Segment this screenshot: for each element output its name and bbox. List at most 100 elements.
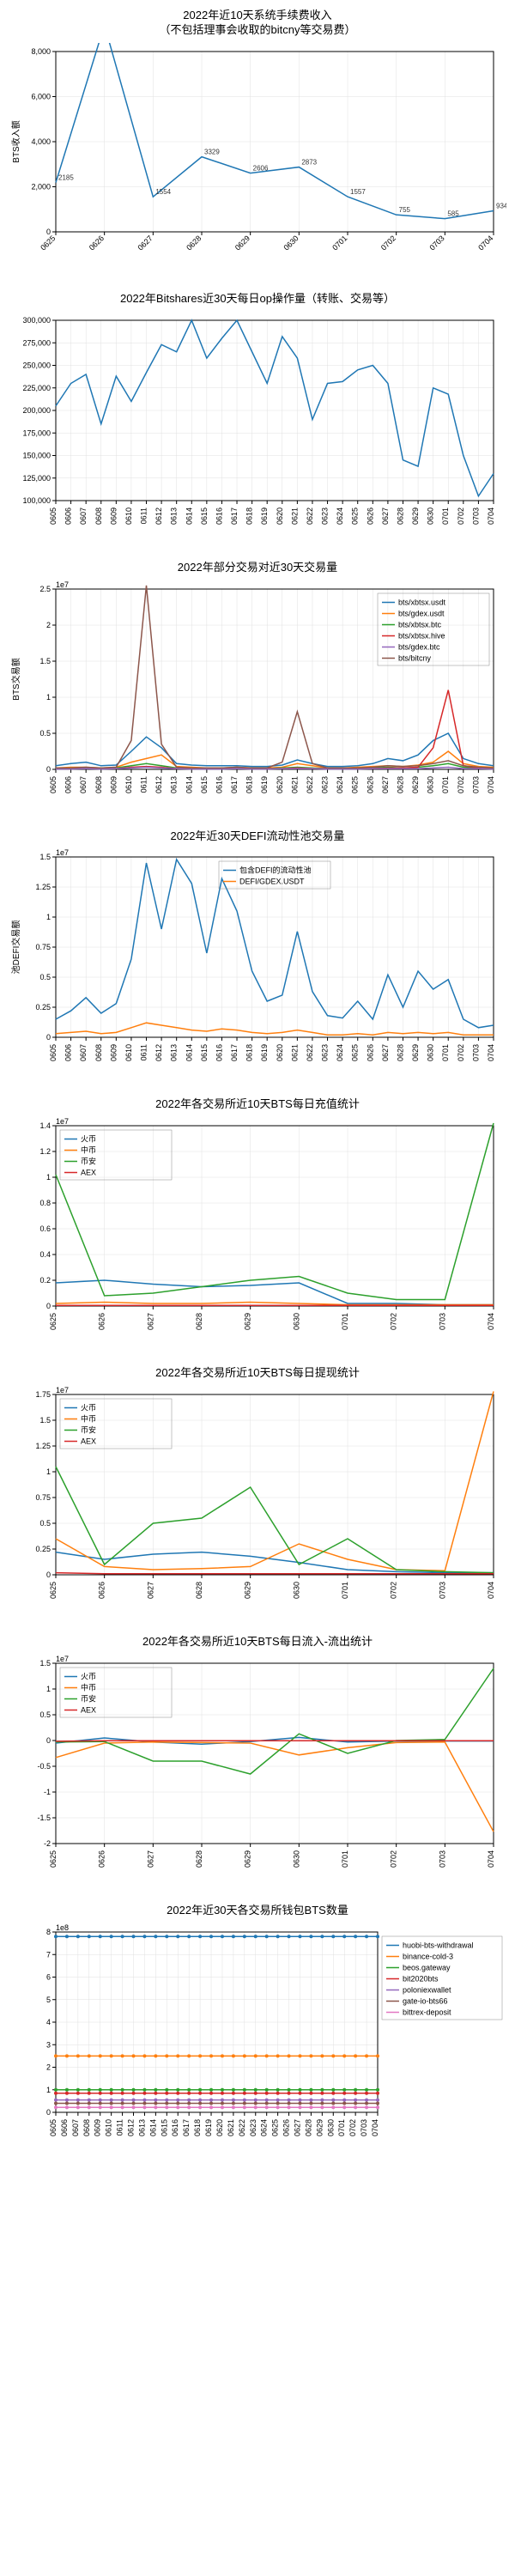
svg-text:0626: 0626 — [98, 1582, 106, 1599]
svg-text:0630: 0630 — [292, 1313, 300, 1330]
svg-text:0607: 0607 — [79, 507, 88, 525]
svg-text:4,000: 4,000 — [31, 137, 51, 146]
svg-text:0.25: 0.25 — [35, 1545, 51, 1553]
svg-text:0625: 0625 — [49, 1850, 58, 1868]
svg-text:0.2: 0.2 — [39, 1276, 51, 1285]
svg-text:0622: 0622 — [238, 2119, 246, 2136]
svg-text:1: 1 — [46, 2086, 51, 2094]
chart-svg: 00.20.40.60.811.21.406250626062706280629… — [9, 1117, 506, 1358]
svg-text:1e7: 1e7 — [56, 1386, 69, 1394]
svg-text:0628: 0628 — [195, 1582, 203, 1599]
svg-text:5: 5 — [46, 1996, 51, 2004]
svg-text:250,000: 250,000 — [22, 361, 51, 369]
svg-text:0703: 0703 — [471, 1044, 480, 1061]
svg-text:7: 7 — [46, 1950, 51, 1959]
svg-text:中币: 中币 — [81, 1683, 96, 1692]
svg-text:0702: 0702 — [457, 1044, 465, 1061]
svg-text:1: 1 — [46, 693, 51, 702]
svg-text:池DEFI交易额: 池DEFI交易额 — [10, 920, 21, 975]
svg-text:0624: 0624 — [260, 2119, 269, 2136]
svg-text:0626: 0626 — [366, 507, 374, 525]
svg-text:0.25: 0.25 — [35, 1003, 51, 1012]
svg-text:755: 755 — [399, 206, 411, 214]
svg-text:0704: 0704 — [487, 1850, 495, 1868]
svg-text:0608: 0608 — [94, 1044, 103, 1061]
svg-text:1: 1 — [46, 1173, 51, 1182]
svg-text:AEX: AEX — [81, 1169, 96, 1177]
svg-text:poloniexwallet: poloniexwallet — [403, 1986, 451, 1995]
chart-title: 2022年各交易所近10天BTS每日充值统计 — [9, 1097, 506, 1112]
svg-text:0617: 0617 — [182, 2119, 191, 2136]
svg-text:2: 2 — [46, 2063, 51, 2072]
svg-text:0621: 0621 — [290, 1044, 299, 1061]
svg-text:0703: 0703 — [471, 507, 480, 525]
svg-text:0608: 0608 — [94, 507, 103, 525]
svg-text:1.5: 1.5 — [39, 1416, 51, 1425]
svg-text:275,000: 275,000 — [22, 338, 51, 347]
svg-text:0629: 0629 — [233, 234, 251, 252]
svg-text:0614: 0614 — [185, 1044, 193, 1061]
svg-text:0628: 0628 — [195, 1313, 203, 1330]
svg-text:1e7: 1e7 — [56, 1655, 69, 1663]
svg-text:0.75: 0.75 — [35, 943, 51, 951]
svg-text:0605: 0605 — [49, 2119, 58, 2136]
svg-text:币安: 币安 — [81, 1694, 96, 1704]
svg-text:0630: 0630 — [326, 2119, 335, 2136]
svg-text:火币: 火币 — [81, 1135, 96, 1144]
svg-text:2.5: 2.5 — [39, 585, 51, 593]
charts-root: 2022年近10天系统手续费收入（不包括理事会收取的bitcny等交易费）02,… — [0, 0, 515, 2164]
svg-text:2185: 2185 — [58, 173, 74, 181]
svg-text:0612: 0612 — [154, 776, 163, 793]
svg-text:火币: 火币 — [81, 1673, 96, 1681]
svg-text:gate-io-bts66: gate-io-bts66 — [403, 1997, 448, 2006]
svg-text:934: 934 — [496, 202, 506, 210]
svg-text:0.5: 0.5 — [39, 973, 51, 981]
svg-text:0622: 0622 — [306, 1044, 314, 1061]
svg-text:0630: 0630 — [427, 1044, 435, 1061]
svg-text:1e7: 1e7 — [56, 848, 69, 857]
svg-text:4: 4 — [46, 2018, 51, 2026]
svg-text:0704: 0704 — [487, 776, 495, 793]
svg-text:0627: 0627 — [146, 1582, 154, 1599]
svg-text:0701: 0701 — [441, 1044, 450, 1061]
svg-text:0703: 0703 — [471, 776, 480, 793]
svg-text:0611: 0611 — [140, 1044, 148, 1060]
svg-text:0625: 0625 — [351, 507, 360, 525]
svg-text:bts/xbtsx.btc: bts/xbtsx.btc — [398, 620, 442, 629]
svg-text:0629: 0629 — [315, 2119, 324, 2136]
svg-text:1: 1 — [46, 1685, 51, 1693]
svg-text:0628: 0628 — [195, 1850, 203, 1868]
svg-text:0614: 0614 — [148, 2119, 157, 2136]
svg-text:0617: 0617 — [230, 507, 239, 525]
svg-text:0701: 0701 — [337, 2119, 346, 2136]
svg-text:0620: 0620 — [215, 2119, 224, 2136]
svg-text:0610: 0610 — [124, 507, 133, 525]
svg-text:DEFI/GDEX.USDT: DEFI/GDEX.USDT — [239, 878, 305, 886]
svg-text:1.5: 1.5 — [39, 657, 51, 665]
svg-text:0704: 0704 — [476, 234, 494, 252]
svg-text:0623: 0623 — [321, 776, 330, 793]
svg-text:0702: 0702 — [390, 1313, 398, 1330]
svg-text:0608: 0608 — [82, 2119, 91, 2136]
svg-text:0613: 0613 — [170, 507, 179, 525]
svg-text:0628: 0628 — [304, 2119, 312, 2136]
svg-text:0615: 0615 — [200, 507, 209, 525]
svg-text:0626: 0626 — [98, 1850, 106, 1868]
svg-text:0627: 0627 — [293, 2119, 301, 2136]
svg-text:0613: 0613 — [170, 776, 179, 793]
svg-text:0629: 0629 — [244, 1850, 252, 1868]
svg-text:0704: 0704 — [487, 507, 495, 525]
svg-text:0626: 0626 — [366, 776, 374, 793]
svg-text:0630: 0630 — [292, 1850, 300, 1868]
svg-text:0610: 0610 — [124, 776, 133, 793]
svg-text:0704: 0704 — [487, 1044, 495, 1061]
svg-text:0609: 0609 — [109, 776, 118, 793]
svg-text:AEX: AEX — [81, 1437, 96, 1446]
svg-text:1: 1 — [46, 913, 51, 921]
chart-c6: 2022年各交易所近10天BTS每日提现统计00.250.50.7511.251… — [0, 1358, 515, 1626]
svg-text:0620: 0620 — [276, 1044, 284, 1061]
svg-text:0629: 0629 — [411, 1044, 420, 1061]
svg-text:bts/gdex.usdt: bts/gdex.usdt — [398, 609, 445, 617]
svg-text:0612: 0612 — [127, 2119, 136, 2136]
svg-text:AEX: AEX — [81, 1706, 96, 1715]
